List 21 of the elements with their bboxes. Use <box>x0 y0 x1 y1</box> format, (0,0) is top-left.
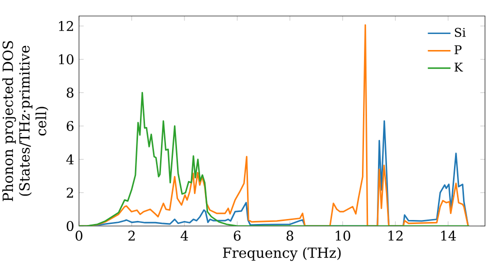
x-tick-label: 0 <box>76 230 82 241</box>
y-axis-title: Phonon projected DOS (States/THz·primitive cell) <box>2 41 48 202</box>
legend-label: K <box>454 62 464 72</box>
x-tick-label: 14 <box>441 230 456 241</box>
y-tick-label: 12 <box>59 21 73 31</box>
y-tick-label: 6 <box>66 120 74 132</box>
y-tick-label: 10 <box>59 54 74 64</box>
x-tick-label: 6 <box>234 230 241 241</box>
x-tick-label: 4 <box>180 230 188 241</box>
x-axis-title: Frequency (THz) <box>222 247 341 261</box>
y-tick-label: 8 <box>66 88 74 98</box>
y-tick-label: 2 <box>66 188 73 198</box>
x-tick-label: 8 <box>286 230 294 241</box>
x-tick-label: 10 <box>336 230 350 241</box>
y-tick-label: 4 <box>66 154 74 164</box>
line-series <box>79 92 470 226</box>
legend-label: P <box>454 45 462 54</box>
legend-label: Si <box>454 28 466 37</box>
y-tick-label: 0 <box>66 220 74 232</box>
x-tick-label: 2 <box>128 230 135 241</box>
x-tick-label: 12 <box>388 230 403 241</box>
